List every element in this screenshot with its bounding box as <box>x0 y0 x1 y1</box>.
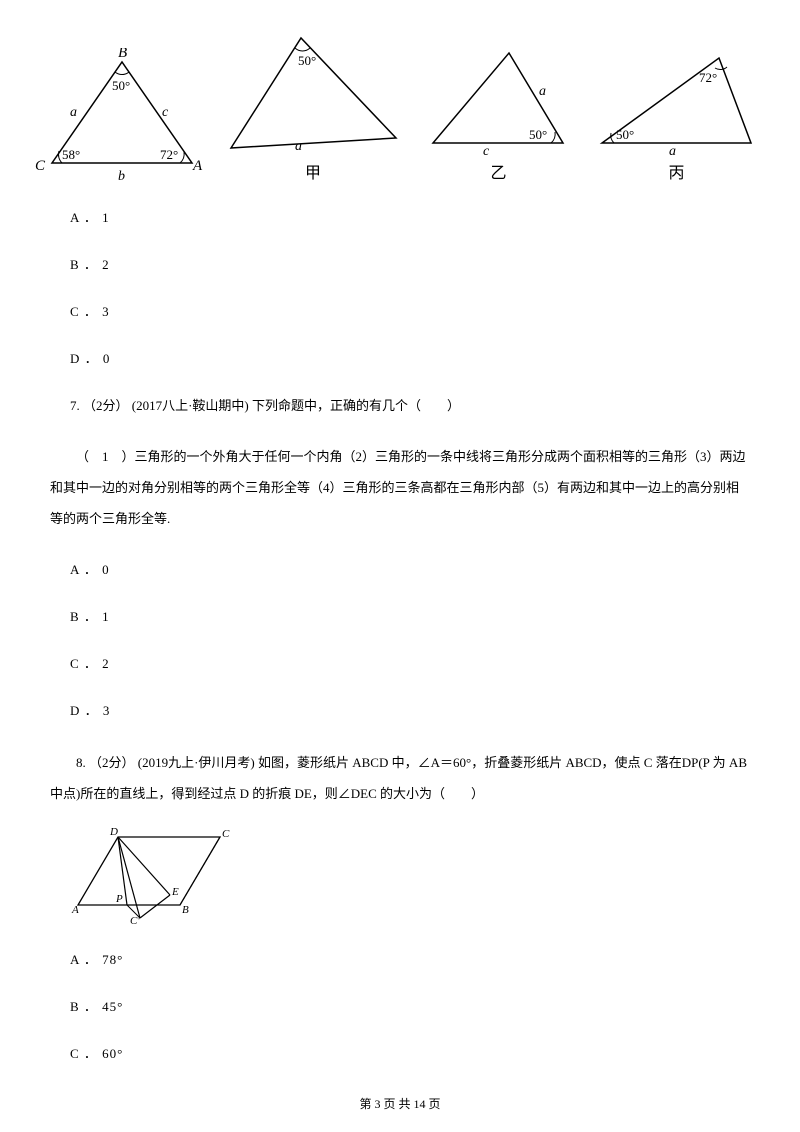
label-A: A <box>192 158 203 174</box>
q8-svg: A B C D P E C' <box>70 825 240 925</box>
q8-figure: A B C D P E C' <box>70 825 750 925</box>
label-58: 58° <box>62 147 80 162</box>
label-72: 72° <box>699 70 717 85</box>
q8-option-B: B ． 45° <box>70 996 750 1015</box>
q6-option-A: A ． 1 <box>70 207 750 226</box>
triangle-1-svg: B C A 50° 58° 72° a b c <box>30 48 205 183</box>
q8-option-A: A ． 78° <box>70 949 750 968</box>
caption-jia: 甲 <box>305 159 321 183</box>
q7-option-C: C ． 2 <box>70 653 750 672</box>
q8-B: B <box>182 904 189 916</box>
label-a: a <box>295 139 302 154</box>
label-50: 50° <box>112 78 130 93</box>
triangle-2-svg: 50° a <box>223 30 403 155</box>
label-50: 50° <box>616 127 634 142</box>
q7-option-B: B ． 1 <box>70 606 750 625</box>
q8-C: C <box>222 828 230 840</box>
page-footer: 第 3 页 共 14 页 <box>0 1095 800 1112</box>
q8-intro: 8. （2分） (2019九上·伊川月考) 如图，菱形纸片 ABCD 中，∠A＝… <box>50 747 750 809</box>
triangle-1: B C A 50° 58° 72° a b c <box>30 48 205 183</box>
caption-bing: 丙 <box>668 159 684 183</box>
triangle-4-svg: 50° 72° a <box>594 40 759 155</box>
triangle-3-svg: 50° a c <box>421 35 576 155</box>
label-C: C <box>35 158 46 174</box>
q6-option-B: B ． 2 <box>70 254 750 273</box>
label-a: a <box>539 84 546 99</box>
label-b: b <box>118 169 125 183</box>
q8-P: P <box>115 893 123 905</box>
q8-option-C: C ． 60° <box>70 1043 750 1062</box>
q8-D: D <box>109 826 118 838</box>
label-a: a <box>70 105 77 120</box>
label-50: 50° <box>298 53 316 68</box>
q8-Cp: C' <box>130 915 140 925</box>
q7-body: （ 1 ）三角形的一个外角大于任何一个内角（2）三角形的一条中线将三角形分成两个… <box>50 441 750 535</box>
triangle-3: 50° a c 乙 <box>421 35 576 183</box>
label-50: 50° <box>529 127 547 142</box>
triangle-2: 50° a 甲 <box>223 30 403 183</box>
q6-option-D: D ． 0 <box>70 348 750 367</box>
q8-A: A <box>71 904 79 916</box>
q7-intro: 7. （2分） (2017八上·鞍山期中) 下列命题中，正确的有几个（ ） <box>70 395 750 417</box>
q7-option-D: D ． 3 <box>70 700 750 719</box>
triangle-4: 50° 72° a 丙 <box>594 40 759 183</box>
q8-E: E <box>171 886 179 898</box>
triangle-figures-row: B C A 50° 58° 72° a b c 50° a 甲 <box>30 30 750 183</box>
label-c: c <box>162 105 169 120</box>
q7-option-A: A ． 0 <box>70 559 750 578</box>
caption-yi: 乙 <box>490 159 506 183</box>
label-72: 72° <box>160 147 178 162</box>
q6-option-C: C ． 3 <box>70 301 750 320</box>
label-B: B <box>118 48 127 61</box>
label-a: a <box>669 144 676 155</box>
label-c: c <box>483 144 490 155</box>
